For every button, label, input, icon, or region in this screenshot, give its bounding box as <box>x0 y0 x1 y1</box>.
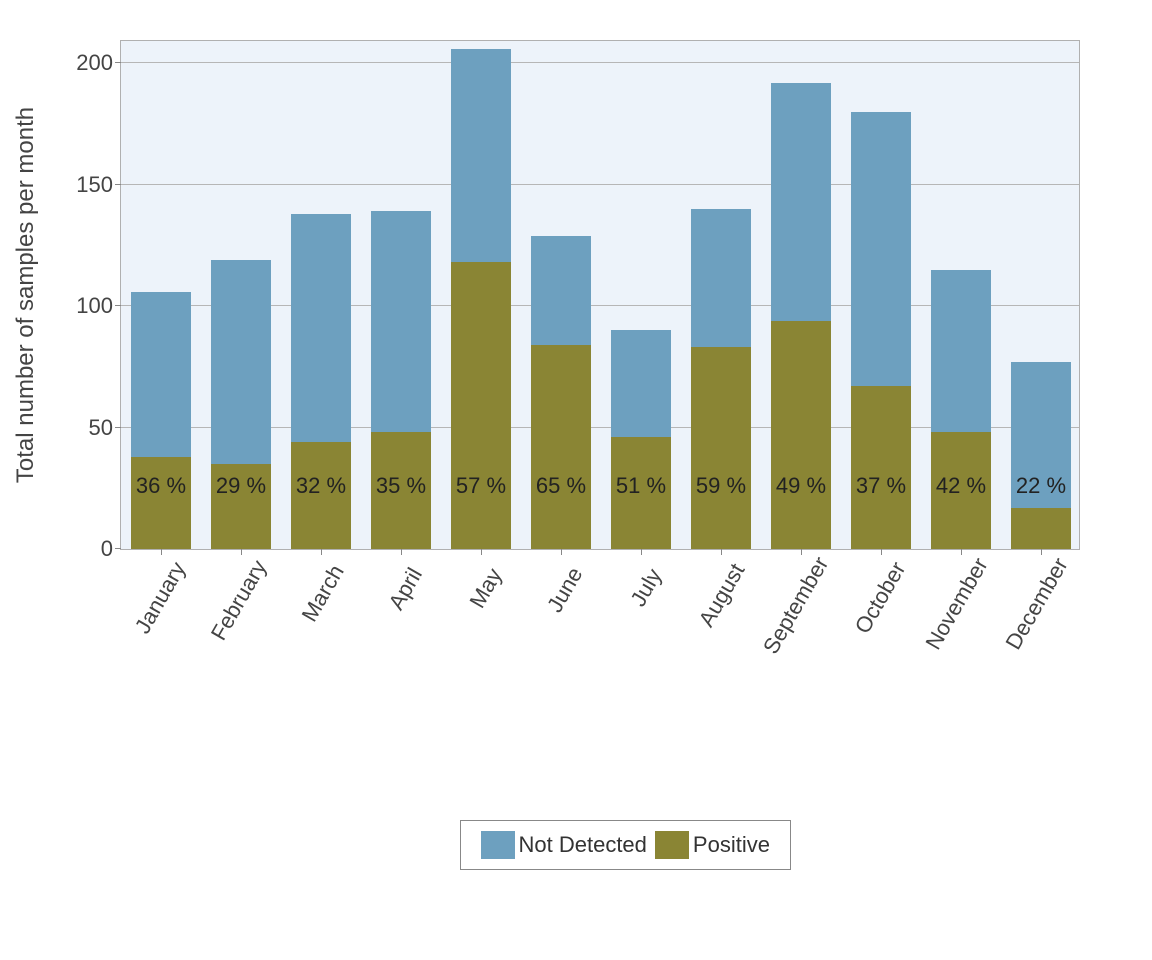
bar-percent-label: 49 % <box>776 473 826 499</box>
legend-swatch <box>655 831 689 859</box>
bar-segment-positive <box>131 457 191 549</box>
bar-segment-not-detected <box>131 292 191 457</box>
y-tick-mark <box>115 62 121 63</box>
bar-segment-not-detected <box>531 236 591 345</box>
x-tick-mark <box>321 549 322 555</box>
bar-percent-label: 22 % <box>1016 473 1066 499</box>
bar-percent-label: 32 % <box>296 473 346 499</box>
bar-percent-label: 57 % <box>456 473 506 499</box>
x-tick-mark <box>961 549 962 555</box>
bar-segment-not-detected <box>851 112 911 386</box>
bar-percent-label: 29 % <box>216 473 266 499</box>
legend-label: Positive <box>693 832 770 858</box>
x-tick-label: July <box>631 554 673 601</box>
bar-segment-positive <box>451 262 511 549</box>
x-tick-mark <box>401 549 402 555</box>
bar-segment-not-detected <box>371 211 431 432</box>
x-tick-mark <box>161 549 162 555</box>
legend-label: Not Detected <box>519 832 647 858</box>
legend-item: Not Detected <box>481 831 647 859</box>
bar-segment-not-detected <box>691 209 751 347</box>
bar-segment-not-detected <box>451 49 511 263</box>
y-tick-label: 50 <box>89 415 121 441</box>
legend-item: Positive <box>655 831 770 859</box>
bar-segment-not-detected <box>771 83 831 321</box>
y-tick-label: 200 <box>76 50 121 76</box>
x-tick-mark <box>481 549 482 555</box>
x-tick-label: October <box>861 537 923 618</box>
bar-segment-not-detected <box>931 270 991 433</box>
bar-percent-label: 42 % <box>936 473 986 499</box>
x-tick-label: April <box>390 552 435 603</box>
x-tick-mark <box>641 549 642 555</box>
x-tick-label: June <box>549 550 595 604</box>
bar-percent-label: 65 % <box>536 473 586 499</box>
gridline <box>121 62 1079 63</box>
legend-swatch <box>481 831 515 859</box>
bar-segment-positive <box>531 345 591 549</box>
bar-percent-label: 35 % <box>376 473 426 499</box>
x-tick-label: August <box>704 541 761 613</box>
y-tick-mark <box>115 184 121 185</box>
bar-segment-not-detected <box>291 214 351 442</box>
y-tick-label: 100 <box>76 293 121 319</box>
x-tick-label: March <box>306 545 359 611</box>
bar-percent-label: 37 % <box>856 473 906 499</box>
bar-percent-label: 51 % <box>616 473 666 499</box>
bar-segment-positive <box>691 347 751 549</box>
y-tick-label: 150 <box>76 172 121 198</box>
x-tick-label: May <box>471 553 514 602</box>
x-tick-mark <box>1041 549 1042 555</box>
y-tick-mark <box>115 548 121 549</box>
x-tick-mark <box>721 549 722 555</box>
gridline <box>121 184 1079 185</box>
x-tick-mark <box>561 549 562 555</box>
chart-container: Total number of samples per month 050100… <box>0 0 1152 960</box>
x-tick-mark <box>801 549 802 555</box>
plot-area: 05010015020036 %January29 %February32 %M… <box>120 40 1080 550</box>
y-tick-label: 0 <box>101 536 121 562</box>
x-tick-label: January <box>141 537 203 618</box>
y-axis-title: Total number of samples per month <box>12 107 40 483</box>
legend: Not Detected Positive <box>460 820 791 870</box>
y-tick-mark <box>115 305 121 306</box>
bar-segment-positive <box>771 321 831 549</box>
y-tick-mark <box>115 427 121 428</box>
x-tick-mark <box>881 549 882 555</box>
bar-segment-not-detected <box>611 330 671 437</box>
x-tick-mark <box>241 549 242 555</box>
bar-segment-not-detected <box>211 260 271 464</box>
bar-percent-label: 59 % <box>696 473 746 499</box>
bar-segment-positive <box>851 386 911 549</box>
bar-percent-label: 36 % <box>136 473 186 499</box>
